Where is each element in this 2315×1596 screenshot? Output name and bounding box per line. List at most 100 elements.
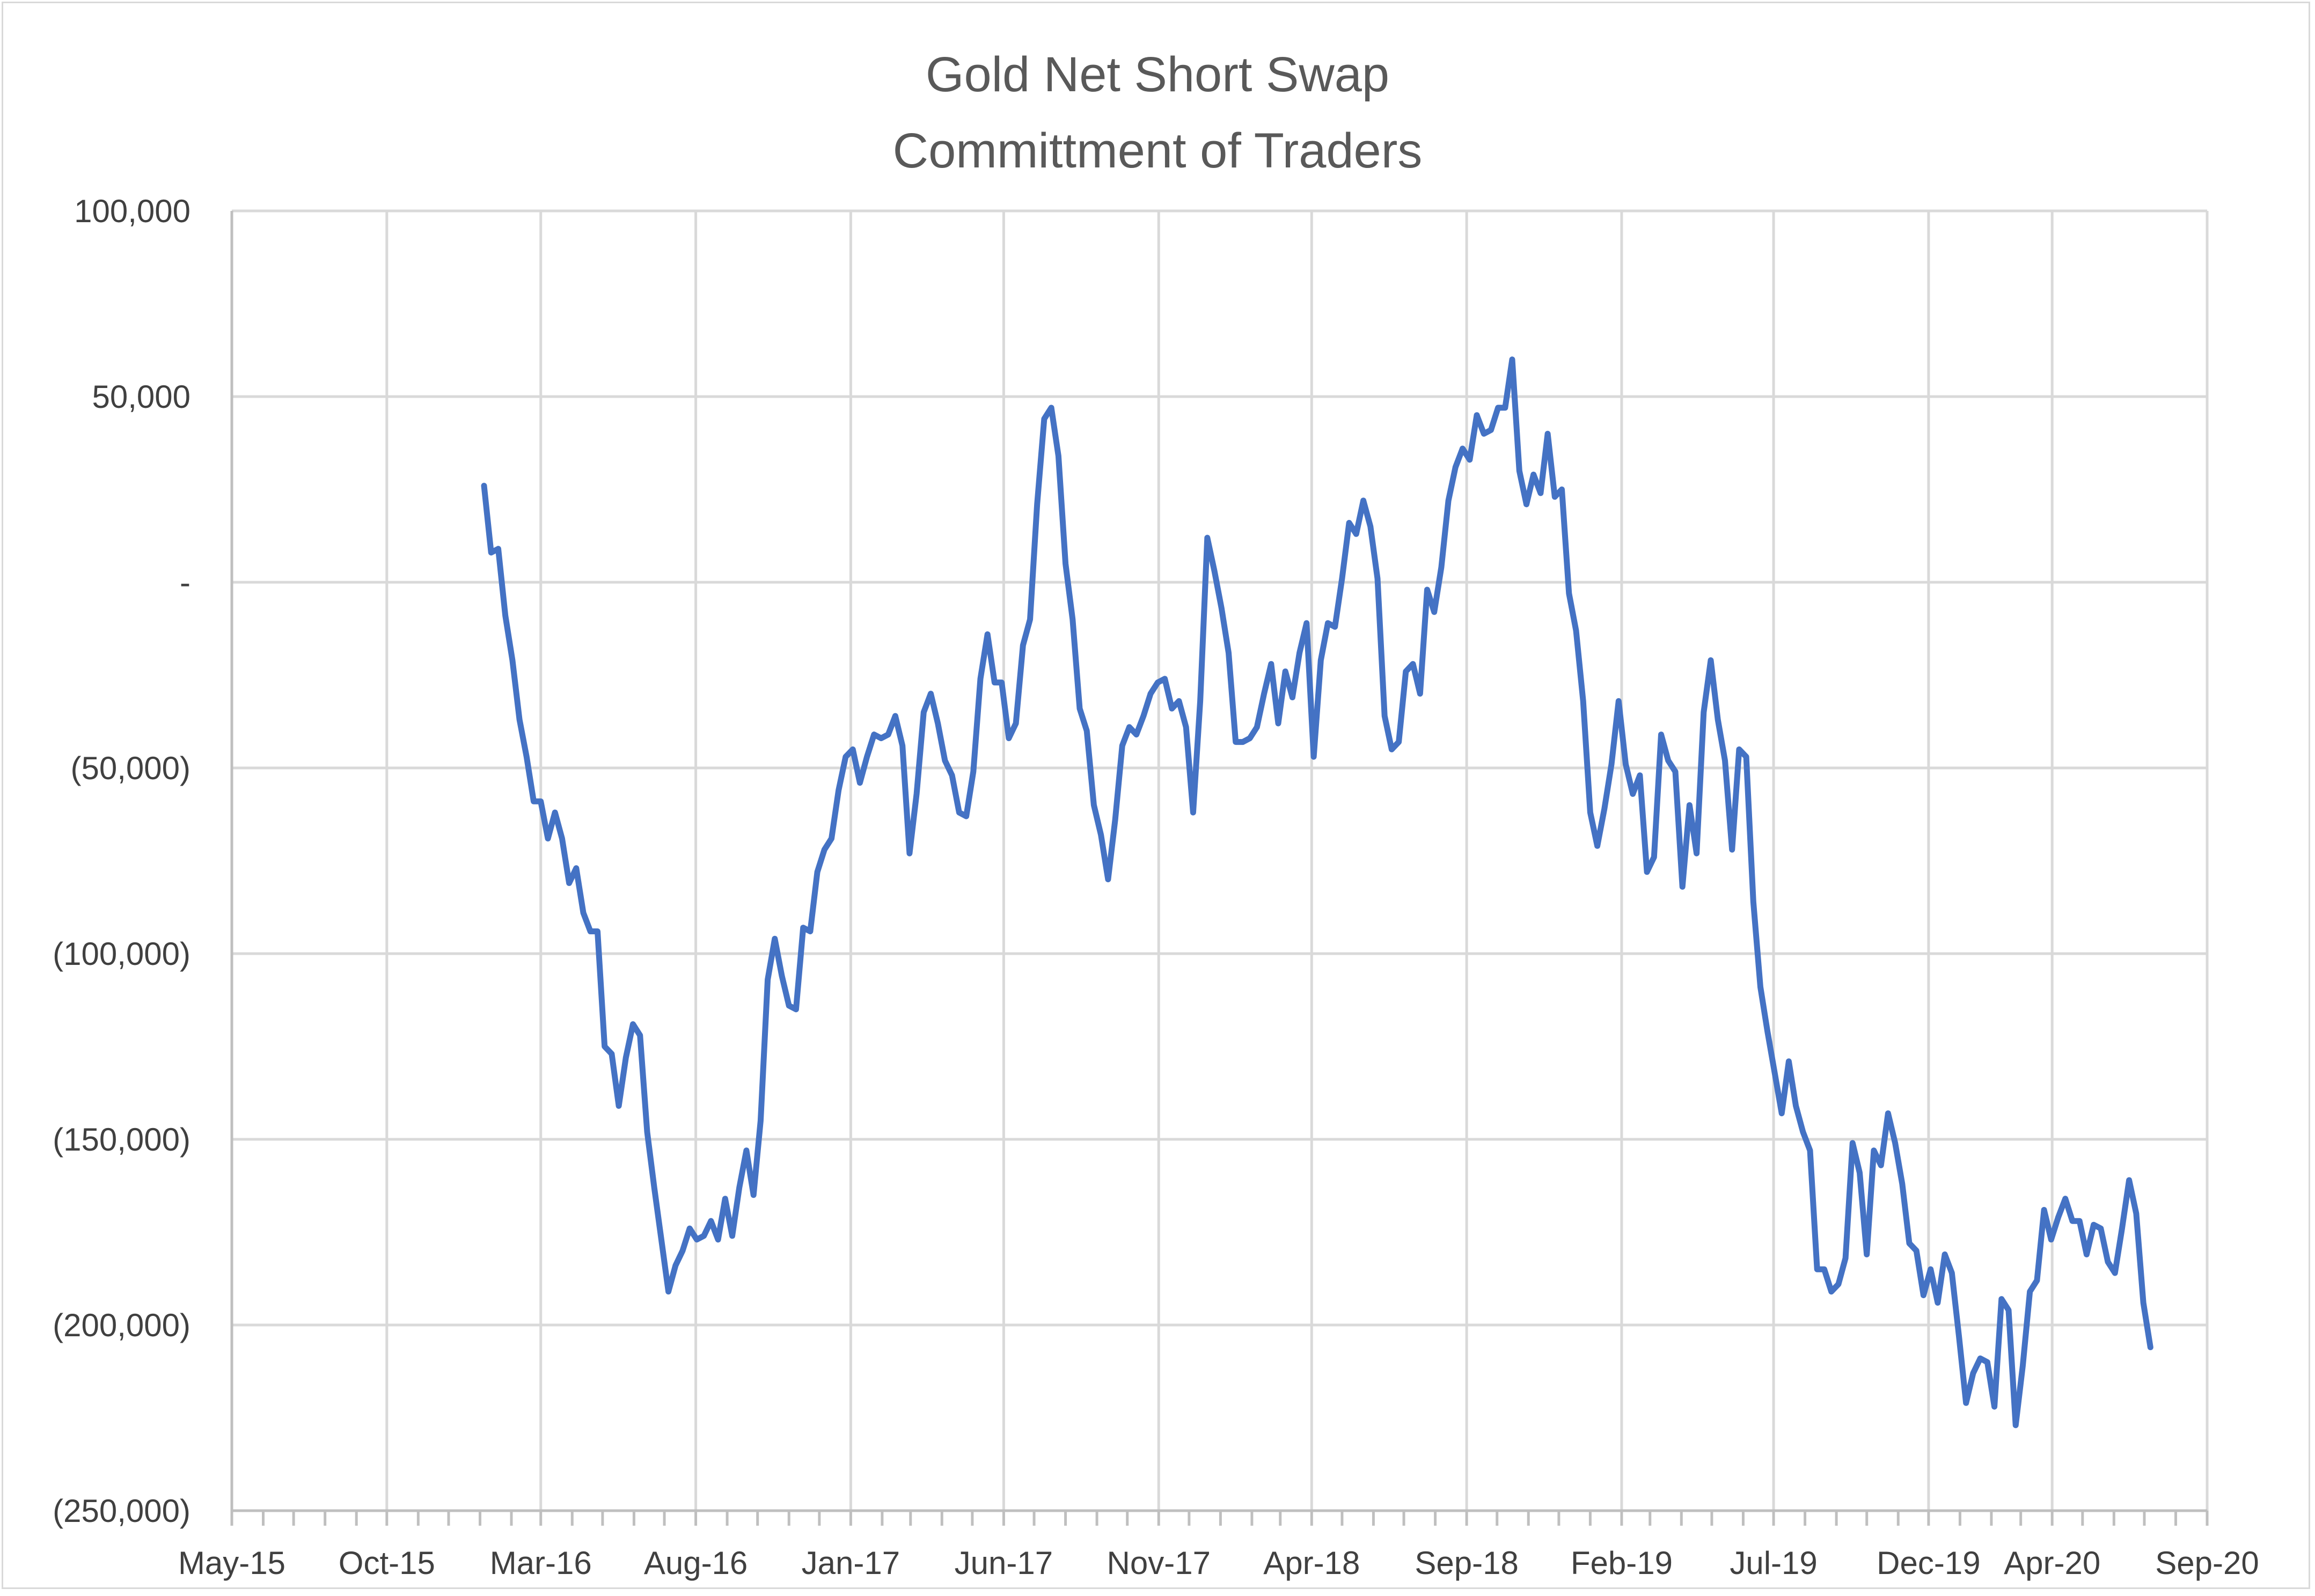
- data-point: [1277, 722, 1280, 725]
- x-tick-label: Jun-17: [955, 1545, 1053, 1581]
- data-point: [2035, 1279, 2039, 1282]
- data-point: [1362, 499, 1365, 502]
- data-point: [1255, 726, 1258, 729]
- data-point: [1631, 792, 1635, 795]
- data-point: [1270, 662, 1273, 665]
- data-point: [2128, 1178, 2131, 1182]
- data-point: [1305, 621, 1308, 625]
- data-point: [1354, 532, 1358, 536]
- data-point: [1425, 588, 1428, 591]
- data-point: [1191, 811, 1195, 814]
- data-point: [780, 975, 783, 978]
- y-tick-label: (50,000): [71, 750, 191, 786]
- data-point: [1220, 606, 1223, 610]
- data-point: [1993, 1405, 1996, 1408]
- data-point: [525, 755, 528, 758]
- data-point: [1596, 844, 1599, 847]
- data-point: [1092, 803, 1095, 807]
- data-point: [1965, 1401, 1968, 1404]
- data-point: [851, 748, 854, 751]
- data-point: [1440, 566, 1443, 569]
- data-point: [787, 1004, 790, 1007]
- data-point: [504, 614, 507, 617]
- data-point: [1334, 625, 1337, 628]
- data-point: [1574, 629, 1578, 632]
- data-point: [837, 789, 840, 792]
- data-point: [1822, 1268, 1826, 1271]
- data-point: [1241, 741, 1244, 744]
- data-point: [1163, 677, 1167, 680]
- data-point: [1561, 488, 1564, 491]
- data-point: [1603, 807, 1606, 810]
- data-point: [1695, 852, 1698, 855]
- data-point: [1319, 658, 1322, 662]
- data-point: [1929, 1268, 1932, 1271]
- data-point: [2057, 1216, 2060, 1219]
- data-point: [1645, 870, 1649, 874]
- data-point: [709, 1219, 713, 1222]
- data-point: [880, 737, 883, 740]
- data-point: [589, 929, 592, 933]
- data-point: [1972, 1372, 1975, 1375]
- data-point: [1014, 722, 1017, 725]
- data-point: [2007, 1308, 2010, 1312]
- series-layer: [481, 356, 2153, 1429]
- data-point: [568, 882, 571, 885]
- data-point: [1447, 499, 1450, 502]
- data-point: [2042, 1208, 2046, 1211]
- data-point: [1036, 503, 1039, 506]
- data-point: [2028, 1290, 2032, 1293]
- data-point: [575, 867, 578, 870]
- data-point: [1979, 1357, 1982, 1360]
- data-point: [1567, 592, 1571, 595]
- data-point: [759, 1119, 762, 1122]
- data-point: [809, 929, 812, 933]
- data-point: [1149, 692, 1152, 695]
- data-point: [1461, 447, 1464, 450]
- x-tick-label: May-15: [178, 1545, 285, 1581]
- data-point: [893, 714, 897, 718]
- data-point: [1206, 536, 1209, 539]
- data-point: [766, 978, 770, 981]
- data-point: [1986, 1360, 1989, 1364]
- data-point: [816, 870, 819, 874]
- series-line: [481, 356, 2153, 1429]
- data-point: [830, 837, 833, 840]
- data-point: [660, 1238, 663, 1241]
- data-point: [1581, 699, 1585, 702]
- x-tick-label: Jan-17: [802, 1545, 900, 1581]
- data-point: [1894, 1141, 1897, 1145]
- data-point: [1057, 455, 1060, 458]
- data-point: [674, 1264, 677, 1267]
- data-point: [560, 837, 563, 840]
- data-point: [1376, 577, 1379, 580]
- data-point: [2014, 1424, 2017, 1427]
- data-point: [596, 929, 599, 933]
- data-point: [1745, 755, 1748, 758]
- data-point: [1404, 670, 1408, 673]
- data-point: [844, 755, 847, 758]
- x-tick-label: Feb-19: [1571, 1545, 1673, 1581]
- data-point: [1801, 1130, 1805, 1133]
- data-point: [681, 1249, 684, 1253]
- data-point: [993, 681, 996, 684]
- data-point: [518, 718, 521, 721]
- data-point: [866, 755, 869, 758]
- axes: [230, 211, 2209, 1526]
- data-point: [1029, 618, 1032, 621]
- data-point: [1915, 1249, 1918, 1253]
- data-point: [1291, 696, 1294, 699]
- data-point: [723, 1197, 727, 1200]
- data-point: [1120, 744, 1124, 747]
- data-point: [1504, 406, 1507, 409]
- data-point: [1433, 610, 1436, 613]
- data-point: [496, 547, 500, 551]
- data-point: [2113, 1271, 2116, 1275]
- data-point: [1638, 774, 1642, 777]
- y-tick-label: (150,000): [53, 1122, 191, 1158]
- data-point: [1709, 658, 1712, 662]
- data-point: [1872, 1149, 1876, 1152]
- data-point: [532, 800, 536, 803]
